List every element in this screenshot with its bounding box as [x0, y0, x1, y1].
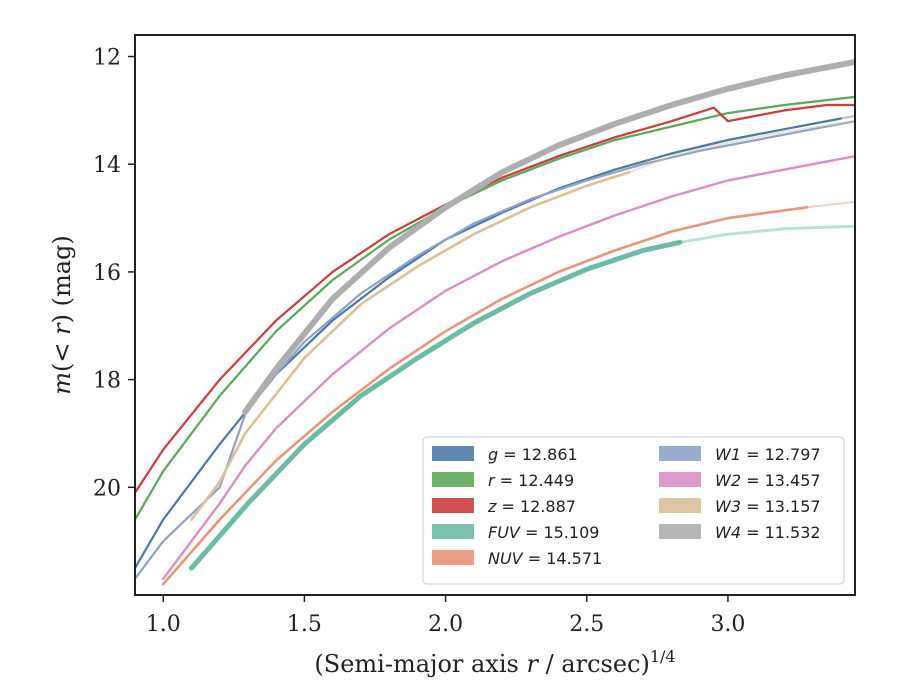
- legend-swatch-z: [432, 498, 474, 513]
- legend-label-z: z = 12.887: [487, 497, 576, 516]
- x-tick-label: 1.5: [287, 612, 322, 637]
- legend-swatch-w1: [659, 446, 701, 461]
- y-tick-label: 18: [93, 369, 121, 394]
- x-tick-label: 2.0: [428, 612, 463, 637]
- series-z-line: [135, 103, 855, 494]
- series-g-line: [135, 117, 842, 570]
- y-tick-label: 14: [93, 153, 121, 178]
- x-tick-label: 3.0: [710, 612, 745, 637]
- legend-swatch-w2: [659, 472, 701, 487]
- legend-label-w4: W4 = 11.532: [715, 523, 821, 542]
- series-w4-line: [242, 58, 855, 415]
- legend-swatch-fuv: [432, 524, 474, 539]
- legend-swatch-g: [432, 446, 474, 461]
- series-fuv-line: [189, 239, 683, 571]
- legend-label-w3: W3 = 13.157: [715, 497, 821, 516]
- x-axis-title: (Semi-major axis r / arcsec)1/4: [314, 647, 675, 678]
- series-z-extension: [135, 104, 855, 494]
- y-tick-label: 20: [93, 476, 121, 501]
- series-w1-line: [135, 120, 855, 580]
- series-nuv-line: [161, 206, 809, 586]
- legend-label-g: g = 12.861: [488, 445, 578, 464]
- x-axis: 1.0 1.5 2.0 2.5 3.0: [146, 595, 745, 637]
- series-w2-line: [162, 155, 855, 580]
- x-tick-label: 1.0: [146, 612, 181, 637]
- series-layer: [135, 58, 855, 586]
- legend-box: [422, 436, 845, 585]
- legend-swatch-r: [432, 472, 474, 487]
- y-axis-title: m(< r) (mag): [48, 235, 76, 395]
- legend-label-r: r = 12.449: [488, 471, 574, 490]
- x-tick-label: 2.5: [569, 612, 604, 637]
- y-axis: 12 14 16 18 20: [93, 46, 135, 501]
- legend-swatch-w4: [659, 524, 701, 539]
- legend-label-w2: W2 = 13.457: [715, 471, 821, 490]
- series-r-line: [135, 95, 855, 521]
- legend-label-fuv: FUV = 15.109: [488, 523, 599, 542]
- legend: g = 12.861 r = 12.449 z = 12.887 FUV = 15.1…: [422, 436, 845, 585]
- legend-swatch-nuv: [432, 550, 474, 565]
- series-w3-line: [190, 171, 631, 521]
- legend-label-w1: W1 = 12.797: [715, 445, 821, 464]
- y-tick-label: 16: [93, 261, 121, 286]
- legend-swatch-w3: [659, 498, 701, 513]
- y-tick-label: 12: [93, 46, 121, 71]
- plot-frame: [134, 34, 856, 596]
- legend-label-nuv: NUV = 14.571: [488, 549, 602, 568]
